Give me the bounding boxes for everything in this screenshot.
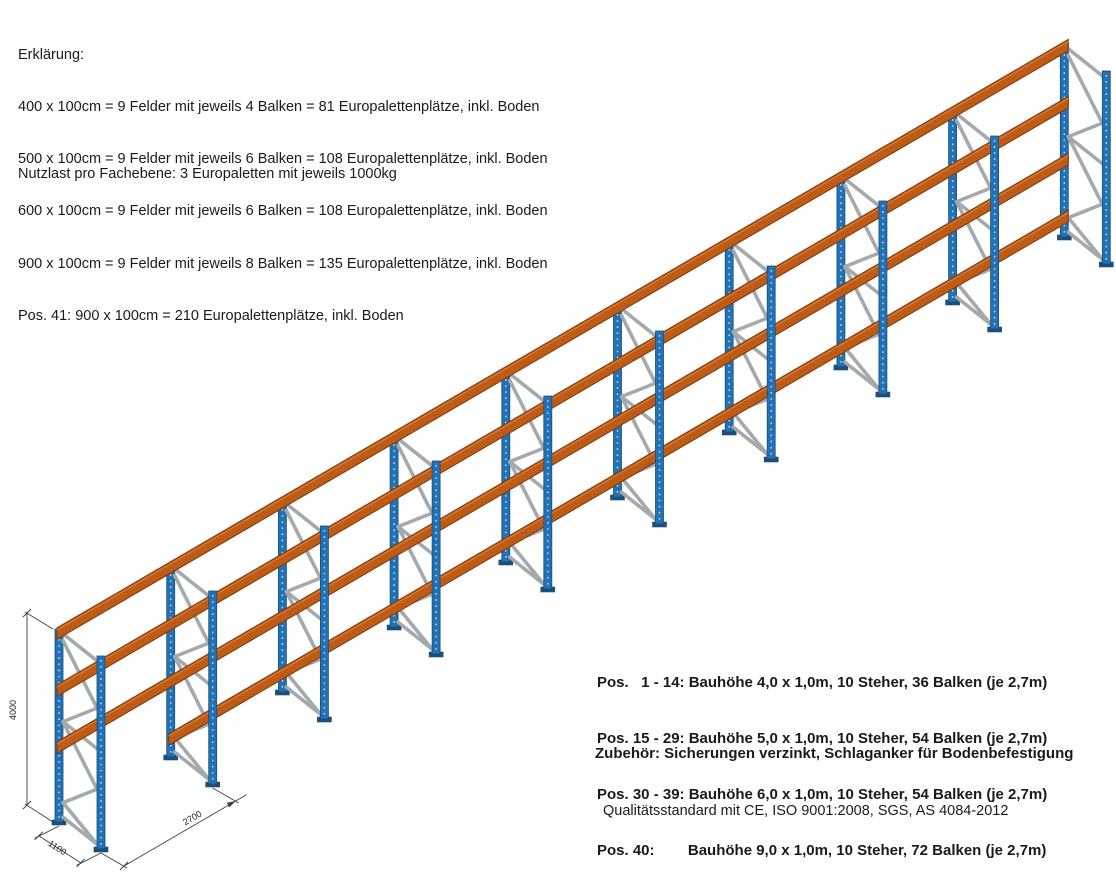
brace-bar bbox=[954, 186, 993, 204]
brace-bar bbox=[61, 787, 99, 805]
frame-bracing bbox=[396, 437, 434, 651]
explanation-block: Erklärung: 400 x 100cm = 9 Felder mit je… bbox=[18, 12, 548, 360]
brace-bar bbox=[619, 475, 658, 521]
position-line: Pos. 15 - 29: Bauhöhe 5,0 x 1,0m, 10 Ste… bbox=[597, 729, 1048, 747]
brace-bar bbox=[507, 540, 546, 586]
brace-bar bbox=[954, 112, 993, 143]
brace-bar bbox=[843, 177, 881, 208]
rack-frame-front bbox=[652, 330, 667, 528]
position-line: Pos. 1 - 14: Bauhöhe 4,0 x 1,0m, 10 Steh… bbox=[597, 674, 1048, 692]
brace-bar bbox=[843, 251, 881, 269]
rack-frame-front bbox=[428, 460, 444, 658]
explanation-line: 900 x 100cm = 9 Felder mit jeweils 8 Bal… bbox=[18, 255, 548, 272]
rack-frame-front bbox=[875, 200, 891, 398]
position-line: Pos. 40: Bauhöhe 9,0 x 1,0m, 10 Steher, … bbox=[597, 841, 1047, 859]
dimension-line bbox=[100, 852, 128, 869]
rack-frame-front bbox=[540, 395, 556, 593]
brace-bar bbox=[843, 264, 881, 336]
frame-bracing bbox=[731, 242, 770, 456]
dimension-line bbox=[24, 611, 54, 630]
brace-bar bbox=[731, 329, 770, 401]
dimension-tick bbox=[34, 831, 44, 841]
dimension-line bbox=[212, 787, 239, 804]
brace-bar bbox=[396, 605, 434, 651]
brace-bar bbox=[396, 511, 434, 529]
explanation-line: Pos. 41: 900 x 100cm = 210 Europalettenp… bbox=[18, 307, 404, 324]
brace-bar bbox=[61, 719, 99, 791]
brace-bar bbox=[619, 381, 658, 399]
brace-bar bbox=[1066, 134, 1105, 166]
beam-highlight bbox=[168, 212, 1069, 737]
dimension-arrowhead bbox=[226, 801, 236, 808]
accessories-note: Zubehör: Sicherungen verzinkt, Schlagank… bbox=[595, 745, 1074, 762]
rack-frame-front bbox=[987, 135, 1002, 333]
rack-frame-front bbox=[763, 265, 779, 463]
dimension-line bbox=[235, 794, 247, 802]
explanation-line: 400 x 100cm = 9 Felder mit jeweils 4 Bal… bbox=[18, 99, 540, 116]
brace-bar bbox=[507, 446, 546, 464]
brace-bar bbox=[284, 576, 323, 594]
beam-highlight bbox=[56, 41, 1069, 631]
dimension-tick bbox=[22, 608, 32, 618]
brace-bar bbox=[1066, 134, 1105, 206]
brace-bar bbox=[1066, 47, 1105, 78]
positions-block: Pos. 1 - 14: Bauhöhe 4,0 x 1,0m, 10 Steh… bbox=[597, 637, 1054, 878]
dimension-tick bbox=[119, 861, 129, 871]
dimension-line bbox=[24, 803, 54, 823]
brace-bar bbox=[731, 410, 770, 456]
dimension-line bbox=[123, 800, 236, 867]
explanation-line: 500 x 100cm = 9 Felder mit jeweils 6 Bal… bbox=[18, 151, 548, 168]
brace-bar bbox=[61, 632, 99, 663]
brace-bar bbox=[61, 800, 99, 846]
beam-highlight bbox=[56, 98, 1069, 688]
rack-frame-front bbox=[317, 525, 332, 723]
brace-bar bbox=[619, 394, 658, 466]
brace-bar bbox=[843, 345, 881, 391]
brace-bar bbox=[1066, 202, 1105, 220]
brace-bar bbox=[284, 502, 323, 533]
explanation-title: Erklärung: bbox=[18, 46, 85, 63]
brace-bar bbox=[954, 280, 993, 326]
dimension-line bbox=[38, 835, 81, 864]
brace-bar bbox=[507, 372, 546, 403]
brace-bar bbox=[396, 437, 434, 468]
brace-bar bbox=[731, 316, 770, 334]
brace-bar bbox=[172, 641, 211, 659]
brace-bar bbox=[1066, 53, 1105, 125]
rack-frame-front bbox=[205, 590, 220, 788]
brace-bar bbox=[172, 735, 211, 781]
brace-bar bbox=[284, 670, 323, 716]
brace-bar bbox=[61, 706, 99, 724]
frame-bracing bbox=[172, 567, 211, 781]
brace-bar bbox=[172, 567, 211, 598]
brace-bar bbox=[396, 524, 434, 596]
dimension-tick bbox=[76, 858, 86, 868]
brace-bar bbox=[172, 654, 211, 726]
brace-bar bbox=[284, 589, 323, 661]
dimension-label-height: 4000 bbox=[8, 700, 18, 720]
dimension-label-depth: 1100 bbox=[46, 838, 68, 857]
dimension-tick bbox=[22, 800, 32, 810]
brace-bar bbox=[1066, 215, 1105, 261]
beam-highlight bbox=[56, 155, 1069, 745]
brace-bar bbox=[1066, 121, 1105, 139]
explanation-line: 600 x 100cm = 9 Felder mit jeweils 6 Bal… bbox=[18, 203, 548, 220]
frame-bracing bbox=[1066, 47, 1105, 261]
brace-bar bbox=[731, 242, 770, 273]
brace-bar bbox=[507, 459, 546, 531]
dimension-label-bay-width: 2700 bbox=[181, 809, 203, 828]
brace-bar bbox=[619, 307, 658, 338]
position-line: Pos. 30 - 39: Bauhöhe 6,0 x 1,0m, 10 Ste… bbox=[597, 785, 1048, 803]
brace-bar bbox=[954, 199, 993, 271]
frame-bracing bbox=[843, 177, 881, 391]
load-note: Nutzlast pro Fachebene: 3 Europaletten m… bbox=[18, 166, 397, 182]
rack-frame-front bbox=[1099, 70, 1114, 268]
rack-frame-front bbox=[93, 655, 109, 853]
quality-standard-note: Qualitätsstandard mit CE, ISO 9001:2008,… bbox=[603, 803, 1009, 819]
